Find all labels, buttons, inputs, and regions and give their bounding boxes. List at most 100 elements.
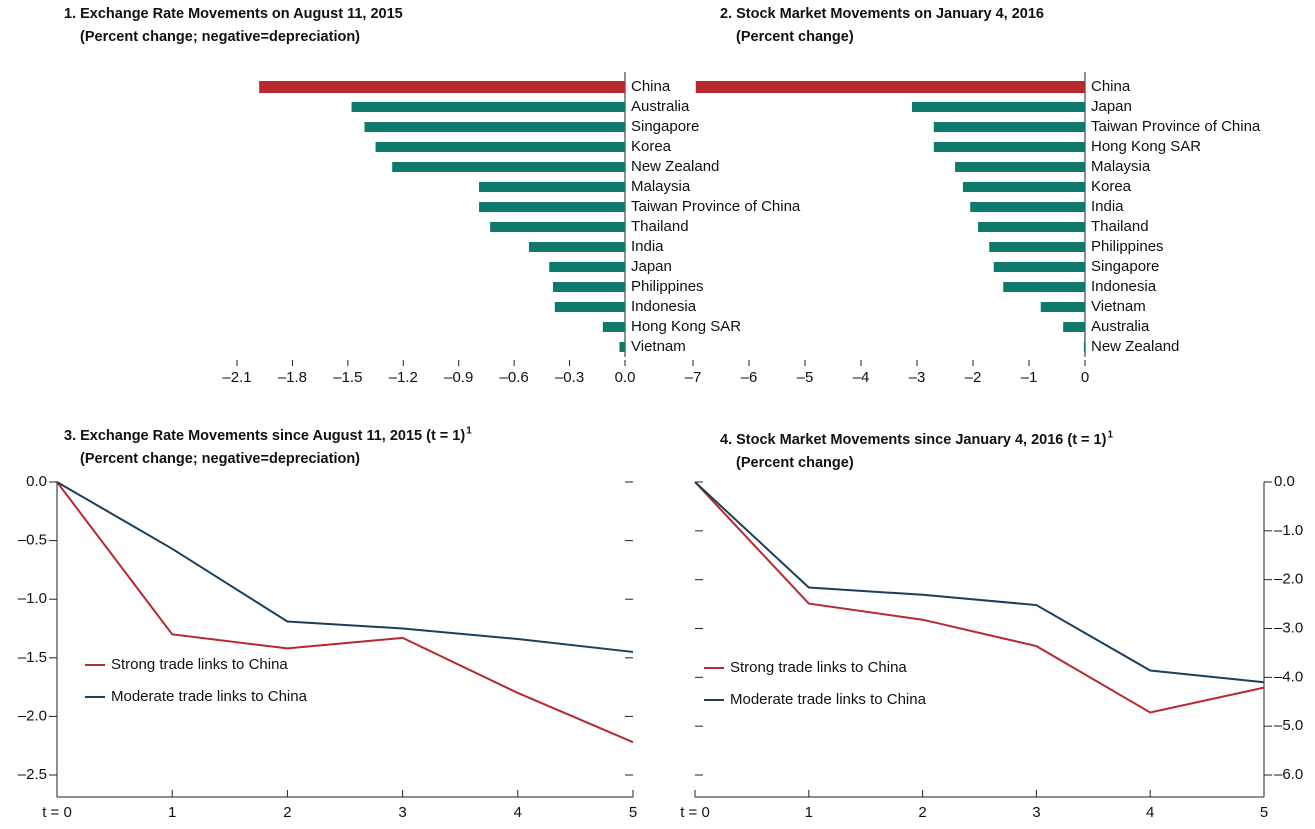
category-label: China (631, 78, 671, 95)
category-label: Australia (631, 98, 690, 115)
bar (549, 262, 625, 272)
category-label: New Zealand (631, 158, 719, 175)
legend-label: Moderate trade links to China (730, 691, 927, 708)
data-line (694, 481, 1265, 684)
category-label: Vietnam (631, 338, 686, 355)
category-label: Indonesia (1091, 278, 1157, 295)
x-tick-label: –2 (965, 369, 982, 386)
category-label: Malaysia (1091, 158, 1151, 175)
x-tick-label: t = 0 (42, 804, 72, 821)
chart-title: 2. Stock Market Movements on January 4, … (720, 6, 1044, 22)
category-label: India (1091, 198, 1124, 215)
legend-label: Strong trade links to China (730, 659, 907, 676)
bar (552, 282, 625, 292)
bar (602, 322, 625, 332)
x-tick-label: –2.1 (222, 369, 251, 386)
y-tick-label: –0.5 (18, 532, 47, 549)
y-tick-label: –1.0 (1274, 522, 1303, 539)
x-tick-label: –4 (853, 369, 870, 386)
x-tick-label: –3 (909, 369, 926, 386)
bar (619, 342, 625, 352)
category-label: Korea (631, 138, 672, 155)
y-tick-label: –2.0 (1274, 571, 1303, 588)
chart-subtitle: (Percent change) (736, 455, 854, 471)
chart-title: 3. Exchange Rate Movements since August … (64, 428, 465, 444)
category-label: Japan (631, 258, 672, 275)
x-tick-label: 2 (918, 804, 926, 821)
x-tick-label: –0.9 (444, 369, 473, 386)
bar (528, 242, 625, 252)
category-label: Japan (1091, 98, 1132, 115)
category-label: Philippines (631, 278, 704, 295)
bar (933, 142, 1085, 152)
bar (933, 122, 1085, 132)
bar (351, 102, 625, 112)
data-line (56, 481, 634, 744)
bar (375, 142, 625, 152)
bar (970, 202, 1085, 212)
x-tick-label: –1.5 (333, 369, 362, 386)
category-label: Taiwan Province of China (1091, 118, 1261, 135)
category-label: Philippines (1091, 238, 1164, 255)
bar (479, 202, 625, 212)
x-tick-label: –0.3 (555, 369, 584, 386)
x-tick-label: –5 (797, 369, 814, 386)
x-tick-label: –6 (741, 369, 758, 386)
bar (1040, 302, 1085, 312)
category-label: Singapore (631, 118, 699, 135)
title-note: 1 (466, 426, 472, 437)
category-label: Australia (1091, 318, 1150, 335)
y-tick-label: –2.0 (18, 707, 47, 724)
chart-subtitle: (Percent change; negative=depreciation) (80, 451, 360, 467)
bar (695, 81, 1085, 93)
y-tick-label: 0.0 (26, 473, 47, 490)
y-tick-label: –4.0 (1274, 668, 1303, 685)
x-tick-label: 5 (1260, 804, 1268, 821)
x-tick-label: 0 (1081, 369, 1089, 386)
bar (993, 262, 1085, 272)
category-label: Vietnam (1091, 298, 1146, 315)
bar (978, 222, 1085, 232)
chart-title: 1. Exchange Rate Movements on August 11,… (64, 6, 403, 22)
title-note: 1 (1107, 430, 1113, 441)
category-label: Hong Kong SAR (1091, 138, 1201, 155)
bar (911, 102, 1085, 112)
x-tick-label: –1.2 (389, 369, 418, 386)
bar (259, 81, 625, 93)
x-tick-label: –1 (1021, 369, 1038, 386)
x-tick-label: 4 (1146, 804, 1154, 821)
category-label: New Zealand (1091, 338, 1179, 355)
data-line (694, 481, 1265, 714)
category-label: Taiwan Province of China (631, 198, 801, 215)
bar (392, 162, 625, 172)
x-tick-label: 4 (514, 804, 522, 821)
bar (1003, 282, 1085, 292)
x-tick-label: –7 (685, 369, 702, 386)
bar (989, 242, 1085, 252)
legend-label: Moderate trade links to China (111, 688, 308, 705)
y-tick-label: –1.5 (18, 649, 47, 666)
bar (490, 222, 625, 232)
category-label: Thailand (1091, 218, 1149, 235)
x-tick-label: 1 (168, 804, 176, 821)
category-label: China (1091, 78, 1131, 95)
x-tick-label: –0.6 (500, 369, 529, 386)
y-tick-label: –2.5 (18, 766, 47, 783)
category-label: Malaysia (631, 178, 691, 195)
category-label: Thailand (631, 218, 689, 235)
category-label: India (631, 238, 664, 255)
bar (364, 122, 625, 132)
category-label: Korea (1091, 178, 1132, 195)
y-tick-label: –3.0 (1274, 619, 1303, 636)
category-label: Indonesia (631, 298, 697, 315)
chart-subtitle: (Percent change; negative=depreciation) (80, 29, 360, 45)
y-tick-label: –1.0 (18, 590, 47, 607)
chart-title: 4. Stock Market Movements since January … (720, 432, 1107, 448)
bar (962, 182, 1085, 192)
x-tick-label: 3 (398, 804, 406, 821)
x-tick-label: 3 (1032, 804, 1040, 821)
legend-label: Strong trade links to China (111, 656, 288, 673)
category-label: Hong Kong SAR (631, 318, 741, 335)
